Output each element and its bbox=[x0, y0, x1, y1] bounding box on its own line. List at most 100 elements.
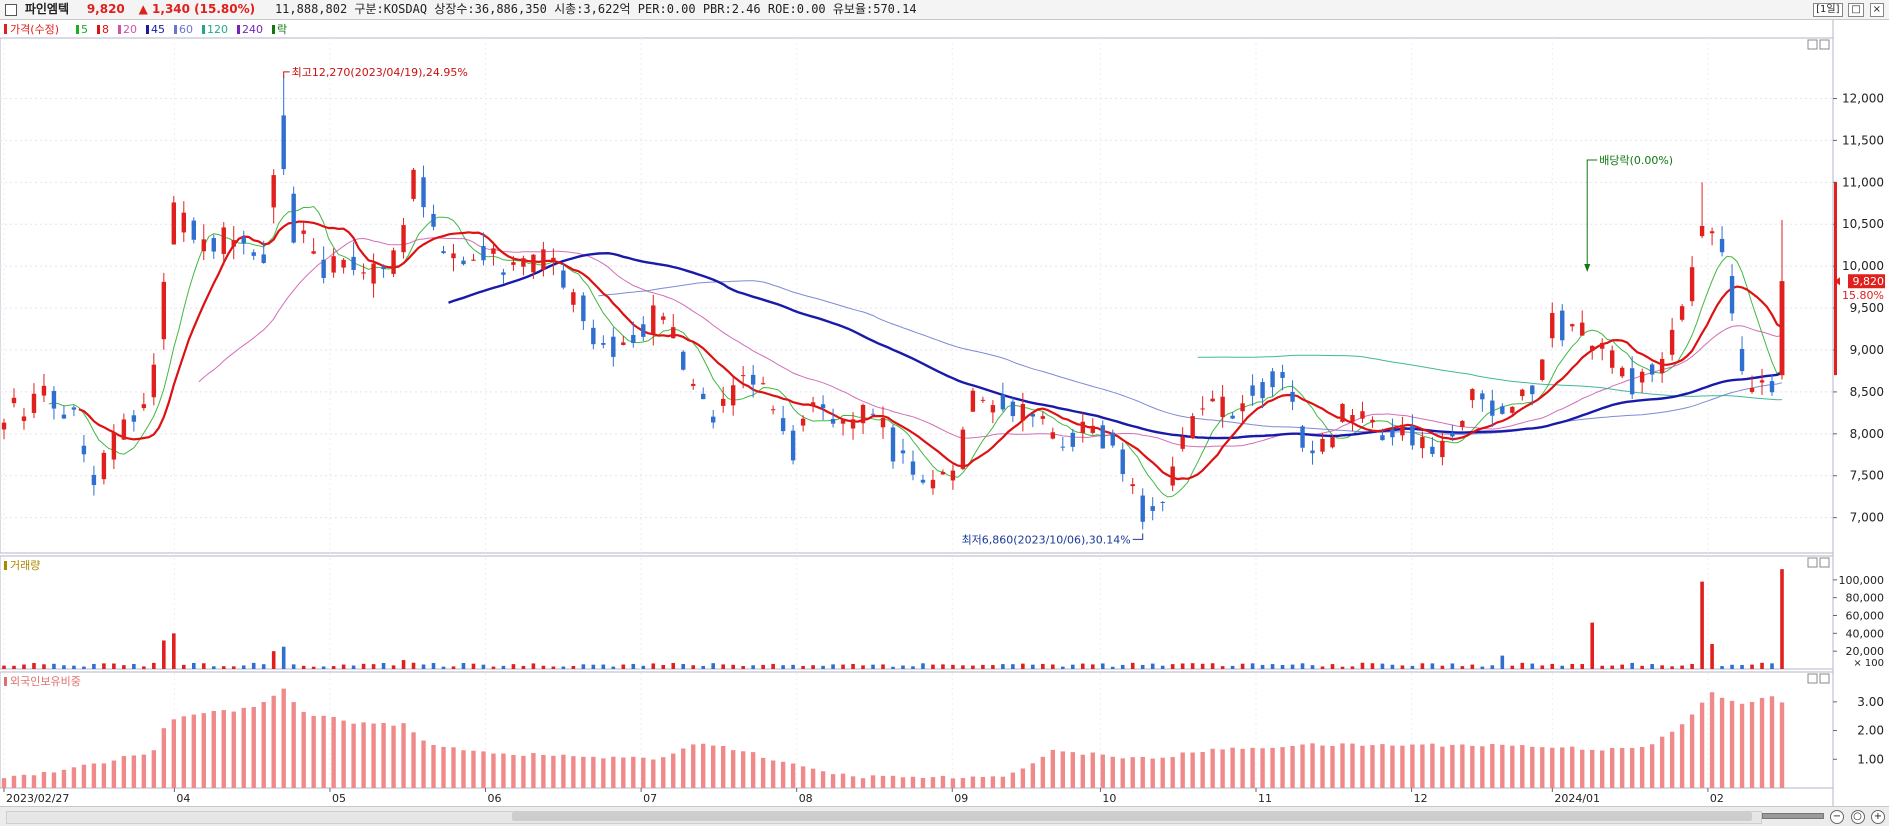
foreign-bar bbox=[621, 757, 626, 788]
candle-body bbox=[591, 327, 596, 345]
volume-legend-label: 거래량 bbox=[10, 559, 40, 572]
candle-body bbox=[641, 324, 646, 337]
candle-body bbox=[1520, 389, 1525, 397]
dividend-arrow bbox=[1584, 264, 1591, 272]
candle-body bbox=[711, 416, 716, 423]
candle-body bbox=[1600, 342, 1605, 349]
foreign-bar bbox=[151, 750, 157, 788]
candle-body bbox=[391, 250, 396, 274]
volume-bar bbox=[971, 665, 975, 669]
foreign-bar bbox=[571, 756, 576, 788]
header-checkbox[interactable] bbox=[5, 4, 17, 16]
volume-bar bbox=[1370, 663, 1375, 669]
foreign-bar bbox=[1250, 747, 1255, 788]
volume-bar bbox=[1330, 664, 1335, 669]
foreign-bar bbox=[681, 748, 686, 788]
candle-body bbox=[201, 239, 206, 252]
zoom-fit-icon[interactable]: ○ bbox=[1850, 810, 1865, 824]
foreign-bar bbox=[900, 777, 906, 788]
foreign-bar bbox=[581, 756, 586, 788]
candle-body bbox=[251, 252, 256, 256]
candle-body bbox=[1170, 466, 1175, 486]
zoom-in-icon[interactable]: + bbox=[1871, 810, 1885, 824]
volume-bar bbox=[1640, 665, 1644, 669]
volume-bar bbox=[691, 665, 696, 669]
candle-body bbox=[1540, 359, 1545, 380]
volume-bar bbox=[1450, 663, 1455, 669]
candle-body bbox=[691, 383, 696, 386]
zoom-out-icon[interactable]: − bbox=[1830, 810, 1844, 824]
volume-bar bbox=[1760, 662, 1764, 669]
candle-body bbox=[1010, 401, 1016, 417]
volume-bar bbox=[172, 633, 176, 669]
foreign-bar bbox=[1689, 714, 1695, 788]
foreign-bar bbox=[431, 745, 436, 788]
foreign-bar bbox=[11, 775, 17, 788]
foreign-bar bbox=[111, 760, 117, 788]
volume-bar bbox=[661, 664, 666, 669]
foreign-bar bbox=[1729, 700, 1735, 788]
candle-body bbox=[21, 416, 27, 421]
candle-body bbox=[621, 342, 626, 345]
ma-legend-label: 8 bbox=[102, 23, 109, 36]
foreign-bar bbox=[131, 755, 137, 788]
candle-body bbox=[241, 237, 246, 244]
price-tick-label: 8,500 bbox=[1850, 385, 1884, 399]
candle-body bbox=[441, 251, 446, 254]
pane-min-icon bbox=[1807, 557, 1818, 568]
volume-bar bbox=[651, 663, 656, 669]
candle-body bbox=[221, 227, 226, 254]
candle-body bbox=[830, 418, 836, 424]
foreign-bar bbox=[830, 774, 836, 788]
foreign-bar bbox=[611, 756, 616, 788]
candle-body bbox=[551, 257, 556, 261]
volume-bar bbox=[1001, 664, 1005, 669]
close-icon[interactable]: × bbox=[1869, 3, 1884, 17]
foreign-bar bbox=[1540, 747, 1545, 788]
volume-bar bbox=[921, 663, 925, 669]
volume-bar bbox=[1750, 664, 1754, 669]
volume-bar bbox=[241, 665, 246, 669]
candle-body bbox=[1769, 381, 1775, 393]
ma-120-line bbox=[1197, 354, 1783, 401]
foreign-bar bbox=[1430, 743, 1435, 788]
candle-body bbox=[1560, 310, 1565, 341]
volume-bar bbox=[1680, 665, 1684, 669]
candle-body bbox=[1260, 382, 1265, 399]
volume-bar bbox=[142, 666, 146, 669]
candle-body bbox=[860, 405, 866, 424]
price-tick-label: 11,500 bbox=[1842, 133, 1884, 147]
candle-body bbox=[191, 220, 196, 240]
scroll-thumb[interactable] bbox=[512, 812, 1752, 821]
foreign-bar bbox=[990, 776, 996, 788]
volume-bar bbox=[191, 662, 196, 669]
candle-body bbox=[1310, 450, 1315, 454]
zoom-controls: − ○ + bbox=[1759, 809, 1885, 824]
candle-body bbox=[1590, 345, 1595, 351]
maximize-icon[interactable]: □ bbox=[1848, 3, 1864, 17]
foreign-bar bbox=[1220, 749, 1225, 788]
volume-bar bbox=[1430, 663, 1435, 669]
x-tick-label: 11 bbox=[1258, 792, 1272, 805]
foreign-bar bbox=[301, 711, 306, 788]
volume-bar bbox=[1210, 663, 1215, 669]
foreign-bar bbox=[1190, 752, 1195, 788]
candle-body bbox=[1530, 385, 1535, 395]
foreign-bar bbox=[1600, 750, 1605, 788]
price-candles bbox=[1, 75, 1785, 530]
candle-body bbox=[1410, 425, 1415, 446]
candle-body bbox=[1480, 393, 1485, 400]
volume-bar bbox=[521, 665, 526, 669]
volume-bar bbox=[1230, 665, 1235, 669]
candle-body bbox=[1749, 387, 1755, 392]
candle-body bbox=[730, 385, 736, 406]
zoom-slider[interactable] bbox=[1761, 813, 1824, 819]
candle-body bbox=[1649, 364, 1655, 375]
candle-body bbox=[451, 253, 456, 259]
foreign-bar bbox=[980, 776, 986, 788]
foreign-bar bbox=[1170, 757, 1175, 788]
volume-bar bbox=[1360, 662, 1365, 669]
foreign-bar bbox=[1040, 756, 1046, 788]
candle-body bbox=[601, 343, 606, 345]
period-button[interactable]: [1일] bbox=[1813, 3, 1843, 17]
